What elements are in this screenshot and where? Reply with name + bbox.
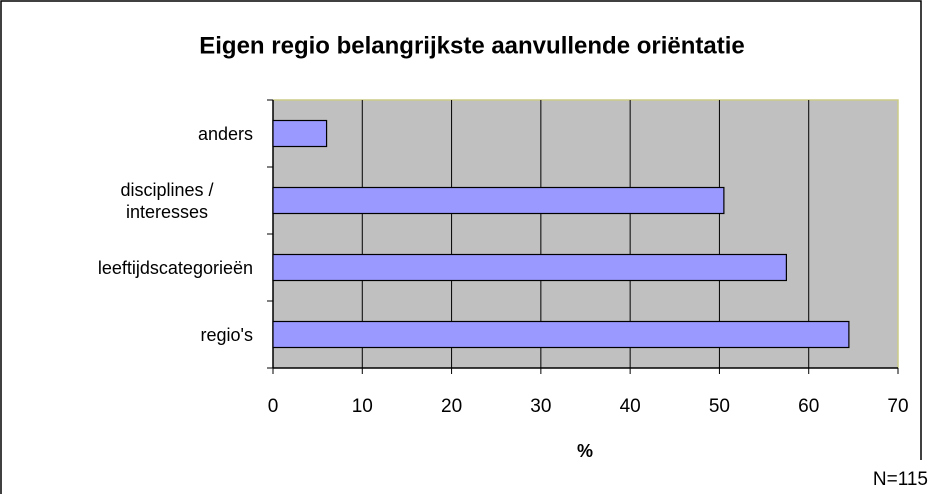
y-tick-label: anders bbox=[197, 123, 253, 144]
x-tick-label: 40 bbox=[620, 396, 641, 417]
bar bbox=[272, 119, 328, 148]
bar bbox=[272, 186, 725, 215]
y-tick-label: regio's bbox=[200, 324, 253, 345]
x-tick-label: 10 bbox=[352, 396, 373, 417]
annotation: N=115 bbox=[873, 469, 928, 490]
y-tick-label: leeftijdscategorieën bbox=[97, 257, 253, 278]
x-tick-label: 20 bbox=[441, 396, 462, 417]
x-axis-label: % bbox=[577, 441, 593, 461]
x-tick-label: 50 bbox=[709, 396, 730, 417]
chart-title: Eigen regio belangrijkste aanvullende or… bbox=[199, 32, 744, 59]
bar bbox=[272, 320, 850, 349]
x-tick-label: 70 bbox=[887, 396, 908, 417]
bar bbox=[272, 253, 787, 282]
y-tick-label: disciplines / interesses bbox=[120, 179, 214, 222]
plot-border bbox=[273, 99, 899, 368]
x-tick-label: 30 bbox=[530, 396, 551, 417]
x-tick-label: 0 bbox=[268, 396, 279, 417]
x-tick-label: 60 bbox=[798, 396, 819, 417]
